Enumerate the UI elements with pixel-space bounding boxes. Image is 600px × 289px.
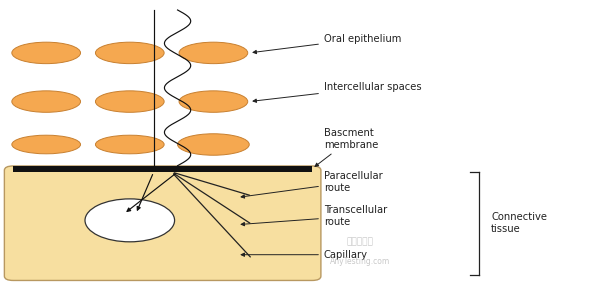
- Text: AnyTesting.com: AnyTesting.com: [329, 257, 390, 266]
- Ellipse shape: [178, 134, 249, 155]
- Text: Connective
tissue: Connective tissue: [491, 212, 547, 234]
- Text: Bascment
membrane: Bascment membrane: [315, 128, 378, 166]
- Ellipse shape: [12, 42, 80, 64]
- Ellipse shape: [12, 135, 80, 154]
- Text: Intercellular spaces: Intercellular spaces: [253, 82, 422, 102]
- Text: Paracellular
route: Paracellular route: [241, 171, 383, 198]
- FancyBboxPatch shape: [4, 166, 321, 280]
- Ellipse shape: [95, 135, 164, 154]
- Ellipse shape: [179, 91, 248, 112]
- Text: Capillary: Capillary: [241, 250, 368, 260]
- Text: 嘉峨检测网: 嘉峨检测网: [346, 237, 373, 246]
- Ellipse shape: [179, 42, 248, 64]
- Circle shape: [85, 199, 175, 242]
- Ellipse shape: [95, 42, 164, 64]
- Text: Oral epithelium: Oral epithelium: [253, 34, 401, 54]
- Ellipse shape: [95, 91, 164, 112]
- Text: Transcellular
route: Transcellular route: [241, 205, 387, 227]
- Ellipse shape: [12, 91, 80, 112]
- FancyBboxPatch shape: [13, 166, 312, 172]
